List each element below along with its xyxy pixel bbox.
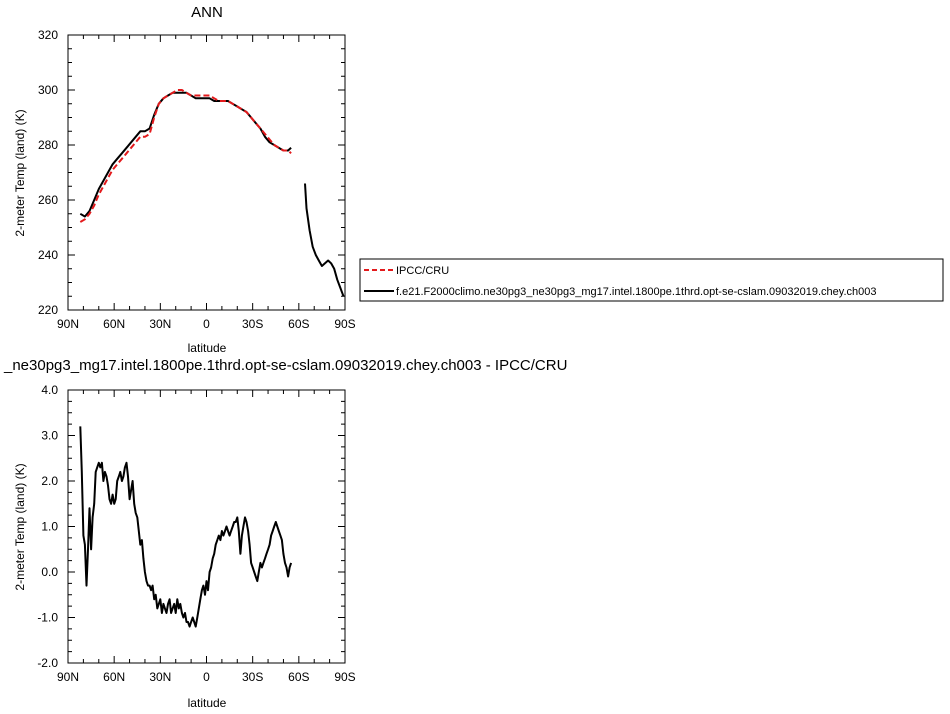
bottom-y-axis-label: 2-meter Temp (land) (K) [13,463,27,590]
series-line [79,89,292,223]
x-tick-label: 0 [203,670,210,684]
x-tick-label: 0 [203,317,210,331]
y-tick-label: 4.0 [41,383,58,397]
x-tick-label: 90N [57,317,79,331]
y-tick-label: -1.0 [37,611,58,625]
x-tick-label: 60N [103,317,125,331]
x-tick-label: 30N [149,317,171,331]
legend-label-ipcc: IPCC/CRU [396,265,449,277]
y-tick-label: 0.0 [41,565,58,579]
x-tick-label: 60S [288,317,309,331]
top-y-axis-label: 2-meter Temp (land) (K) [13,109,27,236]
x-tick-label: 30S [242,317,263,331]
y-tick-label: 240 [38,248,58,262]
top-x-axis-label: latitude [188,341,227,355]
y-tick-label: 2.0 [41,474,58,488]
top-panel: ANN 90N 60N 30N 0 30S 60S 90S 220 240 260 280 300 32… [13,4,356,355]
legend: IPCC/CRU f.e21.F2000climo.ne30pg3_ne30pg… [359,258,944,302]
x-tick-label: 90N [57,670,79,684]
x-tick-label: 90S [334,670,355,684]
y-tick-label: 260 [38,193,58,207]
y-tick-label: 220 [38,303,58,317]
x-tick-label: 30S [242,670,263,684]
top-plot-frame [67,34,346,311]
bottom-panel-title: _ne30pg3_mg17.intel.1800pe.1thrd.opt-se-… [3,357,567,374]
series-line [79,426,293,628]
bottom-plot-frame [67,389,346,664]
top-axis-ticks: 90N 60N 30N 0 30S 60S 90S 220 240 260 280 300 320 [38,28,356,331]
top-series-lines [79,89,345,297]
bottom-axis-ticks: 90N 60N 30N 0 30S 60S 90S -2.0 -1.0 0.0 1.0 2.0 3.0 4… [37,383,355,684]
series-line [79,91,345,297]
y-tick-label: 3.0 [41,429,58,443]
x-tick-label: 60S [288,670,309,684]
bottom-panel: _ne30pg3_mg17.intel.1800pe.1thrd.opt-se-… [3,357,567,710]
bottom-series-lines [79,426,293,628]
y-tick-label: 280 [38,138,58,152]
bottom-x-axis-label: latitude [188,696,227,710]
y-tick-label: 1.0 [41,520,58,534]
x-tick-label: 90S [334,317,355,331]
legend-label-model: f.e21.F2000climo.ne30pg3_ne30pg3_mg17.in… [396,286,876,298]
x-tick-label: 30N [149,670,171,684]
y-tick-label: 320 [38,28,58,42]
legend-box [359,258,944,302]
y-tick-label: 300 [38,83,58,97]
top-panel-title: ANN [191,4,223,21]
x-tick-label: 60N [103,670,125,684]
y-tick-label: -2.0 [37,656,58,670]
